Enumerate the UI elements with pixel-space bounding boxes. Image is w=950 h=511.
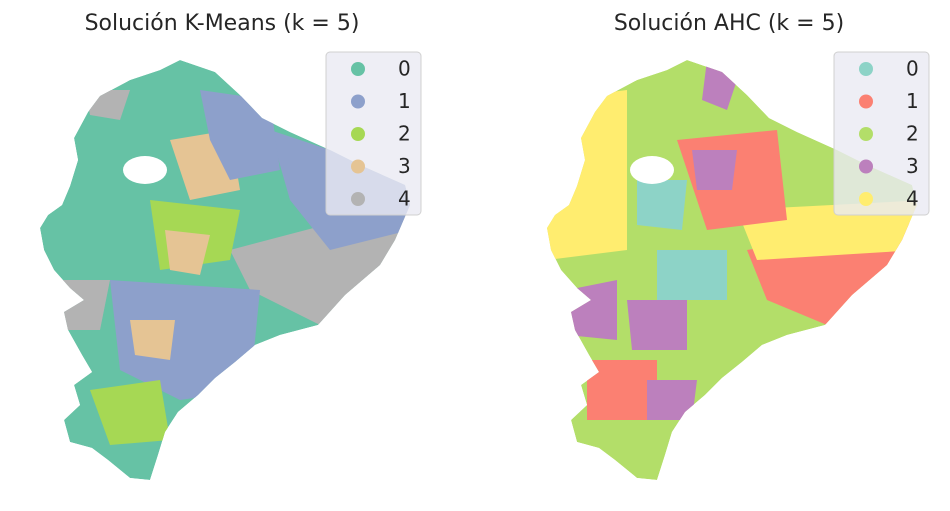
legend-swatch — [859, 94, 873, 109]
legend-label: 3 — [906, 154, 919, 178]
map-panel: Solución K-Means (k = 5) 0 1 2 3 4 — [40, 11, 422, 480]
legend-label: 2 — [906, 122, 919, 146]
legend-label: 0 — [398, 57, 411, 81]
legend-label: 1 — [398, 89, 411, 113]
legend-label: 4 — [398, 187, 411, 211]
legend-swatch — [351, 192, 365, 206]
legend-label: 1 — [906, 89, 919, 113]
legend-label: 0 — [906, 57, 919, 81]
legend-swatch — [351, 127, 365, 141]
legend-box — [325, 51, 422, 216]
map-panel: Solución AHC (k = 5) 0 1 2 3 4 — [547, 11, 930, 480]
map-title: Solución AHC (k = 5) — [614, 11, 844, 36]
legend-swatch — [351, 62, 365, 76]
legend-swatch — [859, 159, 873, 174]
legend-swatch — [859, 127, 873, 141]
legend: 0 1 2 3 4 — [859, 57, 919, 211]
legend-swatch — [859, 62, 873, 76]
legend-swatch — [351, 159, 365, 174]
legend-label: 2 — [398, 122, 411, 146]
legend-swatch — [859, 192, 873, 206]
legend-label: 4 — [906, 187, 919, 211]
legend: 0 1 2 3 4 — [351, 57, 411, 211]
map-title: Solución K-Means (k = 5) — [85, 11, 360, 36]
legend-box — [833, 51, 930, 216]
legend-label: 3 — [398, 154, 411, 178]
legend-swatch — [351, 94, 365, 109]
